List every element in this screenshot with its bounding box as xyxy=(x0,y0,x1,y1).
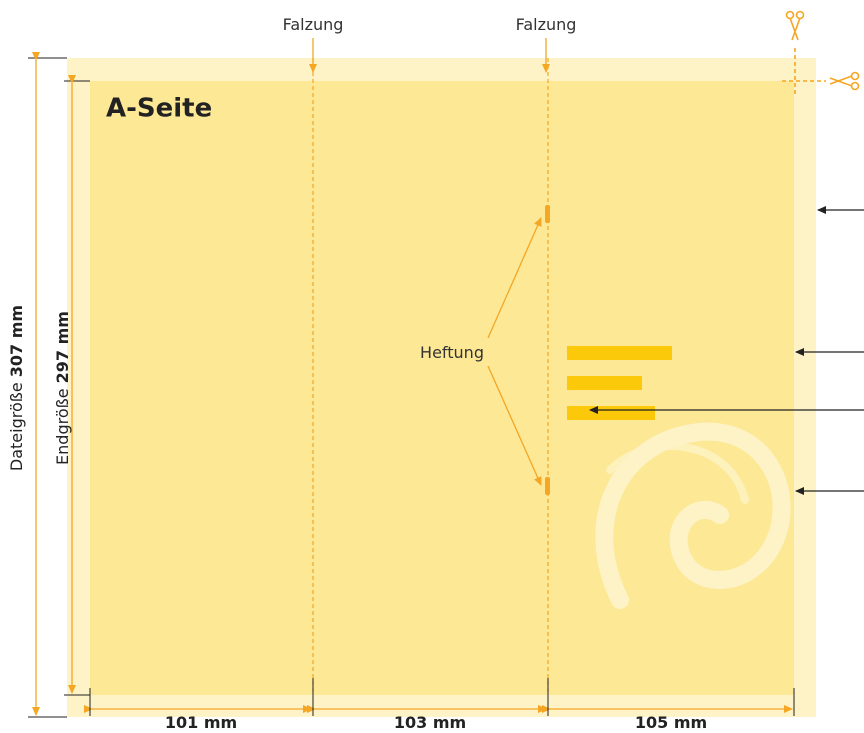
scissors-icon xyxy=(782,10,860,94)
end-height-dimension xyxy=(64,75,90,696)
end-height-label: Endgröße 297 mm xyxy=(53,311,72,465)
panel-width-middle: 103 mm xyxy=(394,713,466,732)
text-bar-3 xyxy=(567,406,655,420)
file-height-dimension xyxy=(28,52,67,718)
staple-top xyxy=(545,205,550,223)
file-height-label: Dateigröße 307 mm xyxy=(7,305,26,471)
panel-width-left: 101 mm xyxy=(165,713,237,732)
staple-bottom xyxy=(545,477,550,495)
page-area xyxy=(90,81,794,695)
staple-arrow-top xyxy=(487,217,542,339)
text-bar-2 xyxy=(567,376,642,390)
side-title: A-Seite xyxy=(106,93,212,123)
fold-label-left: Falzung xyxy=(283,15,344,34)
staple-label: Heftung xyxy=(420,343,484,362)
staple-arrow-bottom xyxy=(487,365,542,486)
swirl-decoration xyxy=(595,422,791,609)
text-bar-1 xyxy=(567,346,672,360)
fold-label-right: Falzung xyxy=(516,15,577,34)
panel-width-right: 105 mm xyxy=(635,713,707,732)
